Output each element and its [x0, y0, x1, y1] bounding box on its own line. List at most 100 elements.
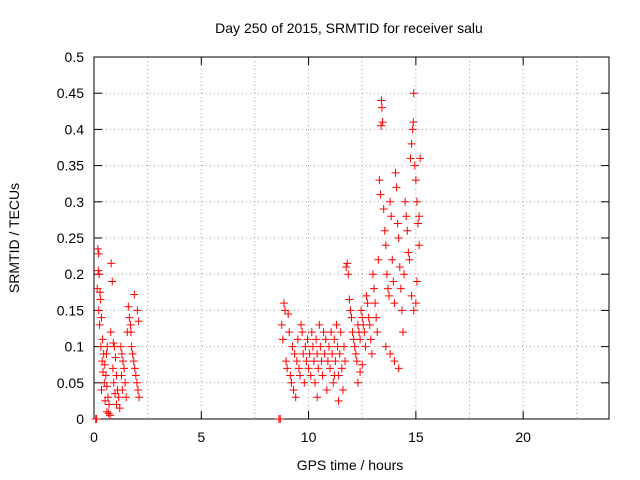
data-point — [314, 364, 323, 373]
data-point — [415, 212, 424, 221]
data-point — [96, 288, 105, 297]
data-point — [313, 349, 322, 358]
data-point — [297, 320, 306, 329]
data-point — [108, 277, 117, 286]
data-point — [409, 306, 418, 315]
data-point — [386, 349, 395, 358]
data-point — [298, 328, 307, 337]
data-point — [116, 342, 125, 351]
data-point — [416, 154, 425, 163]
data-point — [102, 382, 111, 391]
data-point — [357, 306, 366, 315]
data-point — [97, 386, 106, 395]
data-point — [383, 284, 392, 293]
data-point — [368, 270, 377, 279]
data-point — [394, 234, 403, 242]
data-point — [285, 328, 294, 337]
data-point — [316, 342, 325, 351]
data-point — [379, 205, 388, 214]
data-point — [293, 335, 302, 344]
data-point — [133, 306, 142, 315]
data-point — [401, 197, 410, 206]
data-point — [370, 284, 379, 293]
data-point — [403, 226, 412, 235]
data-point — [276, 415, 285, 423]
data-point — [135, 393, 144, 402]
data-point — [344, 270, 353, 279]
data-point — [338, 386, 347, 395]
data-point — [393, 219, 402, 228]
axis-ticks: 0 5 10 15 20 0 0.05 0.1 0.15 0.2 0.25 0.3 0.35 0.4 0.4… — [57, 49, 609, 445]
grid-lines — [94, 57, 609, 419]
data-point — [394, 364, 403, 373]
data-point — [382, 270, 391, 279]
data-point — [362, 291, 371, 300]
data-point — [319, 328, 328, 337]
data-point — [373, 328, 382, 337]
data-point — [381, 241, 390, 250]
data-point — [412, 197, 421, 206]
data-point — [102, 407, 111, 416]
x-axis-label: GPS time / hours — [297, 457, 404, 473]
data-point — [96, 295, 105, 304]
data-point — [318, 371, 327, 380]
y-tick-label: 0.25 — [57, 230, 84, 246]
data-point — [296, 371, 304, 380]
data-point — [129, 357, 138, 366]
data-point — [327, 328, 336, 337]
data-point — [111, 389, 120, 398]
data-point — [109, 338, 118, 347]
data-point — [400, 270, 409, 279]
data-point — [92, 415, 101, 423]
x-tick-label: 5 — [197, 429, 205, 445]
data-point — [111, 353, 120, 362]
data-point — [335, 349, 344, 358]
y-tick-label: 0.05 — [57, 375, 84, 391]
data-point — [104, 409, 113, 418]
data-point — [372, 313, 381, 322]
data-point — [306, 371, 315, 380]
data-point — [120, 364, 129, 373]
data-point — [352, 357, 361, 366]
data-point — [291, 393, 300, 402]
y-tick-label: 0.45 — [57, 85, 84, 101]
data-point — [390, 357, 399, 366]
data-point — [106, 328, 115, 337]
data-point — [402, 212, 411, 221]
data-point — [396, 284, 405, 293]
y-tick-label: 0.3 — [65, 194, 85, 210]
data-point — [404, 248, 413, 257]
data-point — [376, 190, 385, 199]
plot-frame — [93, 56, 610, 420]
data-point — [331, 357, 340, 366]
data-point — [300, 378, 309, 387]
data-point — [102, 349, 111, 358]
data-point — [315, 320, 324, 329]
data-point — [130, 290, 139, 299]
data-point — [105, 400, 114, 409]
data-point — [280, 306, 289, 315]
data-point — [358, 360, 367, 369]
data-point — [324, 342, 333, 351]
data-point — [380, 226, 389, 235]
data-point — [109, 378, 118, 387]
data-point — [337, 364, 346, 373]
data-point — [328, 349, 337, 358]
data-point — [95, 320, 104, 329]
data-point — [304, 364, 313, 373]
data-point — [347, 313, 356, 322]
data-point — [292, 357, 301, 366]
data-point — [94, 306, 103, 315]
data-point — [367, 349, 376, 358]
data-point — [391, 168, 400, 177]
data-point — [330, 335, 339, 344]
data-point — [131, 371, 140, 380]
data-point — [320, 349, 329, 358]
data-point — [350, 342, 359, 351]
data-point — [330, 371, 339, 380]
data-point — [93, 244, 102, 253]
data-point — [294, 364, 303, 373]
data-point — [127, 342, 136, 351]
data-point — [97, 313, 106, 322]
